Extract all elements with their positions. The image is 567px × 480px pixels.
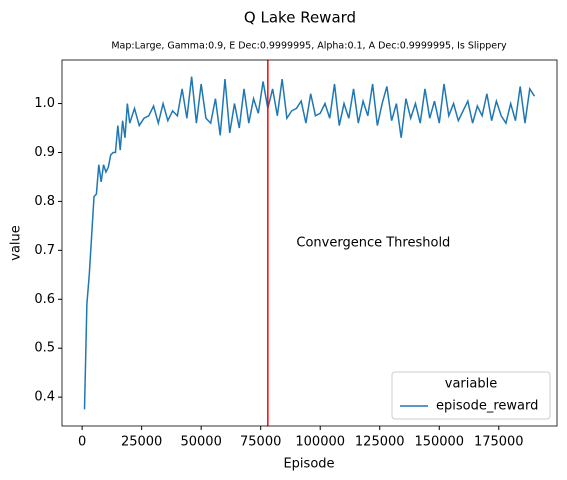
- legend-box: [391, 371, 551, 420]
- x-tick-label: 175000: [474, 435, 524, 450]
- y-axis-label: value: [9, 225, 24, 261]
- annotation: Convergence Threshold: [296, 236, 450, 251]
- chart-subtitle: Map:Large, Gamma:0.9, E Dec:0.9999995, A…: [111, 41, 507, 52]
- x-tick-label: 25000: [121, 435, 162, 450]
- y-tick-label: 0.7: [34, 243, 55, 258]
- y-tick-label: 0.9: [34, 145, 55, 160]
- data-line: [83, 76, 536, 410]
- legend-label: episode_reward: [436, 399, 538, 414]
- x-axis-label: Episode: [283, 457, 334, 472]
- x-tick-label: 75000: [240, 435, 281, 450]
- x-tick-label: 0: [78, 435, 86, 450]
- y-tick-label: 0.4: [34, 390, 55, 405]
- y-tick-label: 0.5: [34, 341, 55, 356]
- x-tick-label: 125000: [355, 435, 405, 450]
- x-tick-label: 100000: [295, 435, 345, 450]
- legend-title: variable: [445, 377, 497, 392]
- y-tick-label: 1.0: [34, 96, 55, 111]
- y-tick-label: 0.8: [34, 194, 55, 209]
- x-tick-label: 150000: [414, 435, 464, 450]
- y-tick-label: 0.6: [34, 292, 55, 307]
- chart-title: Q Lake Reward: [244, 9, 356, 27]
- plot-frame: [61, 59, 558, 427]
- x-tick-label: 50000: [180, 435, 221, 450]
